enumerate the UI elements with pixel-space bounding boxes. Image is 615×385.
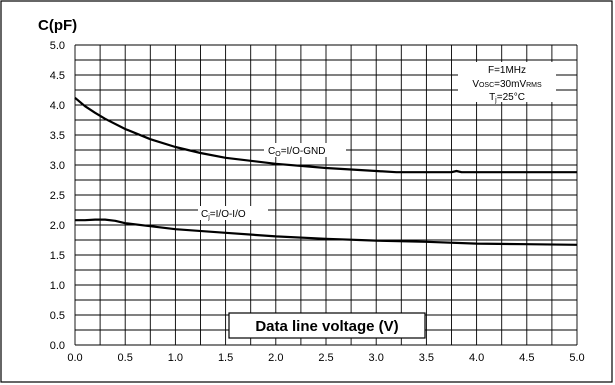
y-tick-label: 4.0 — [50, 100, 65, 112]
y-tick-label: 3.0 — [50, 160, 65, 172]
x-tick-label: 4.5 — [519, 352, 534, 364]
frequency-condition: F=1MHz — [488, 65, 526, 76]
x-tick-label: 0.5 — [118, 352, 133, 364]
x-tick-label: 1.5 — [218, 352, 233, 364]
series-line-co — [74, 96, 577, 174]
x-tick-label: 3.5 — [419, 352, 434, 364]
series-line-cj — [75, 218, 578, 246]
y-tick-label: 2.5 — [50, 190, 65, 202]
x-tick-label: 4.0 — [469, 352, 484, 364]
series-label-co: CO=I/O-GND — [264, 143, 346, 158]
y-tick-labels: 0.0 0.5 1.0 1.5 2.0 2.5 3.0 3.5 4.0 4.5 5.0 — [50, 40, 65, 352]
y-tick-label: 1.5 — [50, 250, 65, 262]
x-axis-label: Data line voltage (V) — [255, 318, 398, 335]
y-tick-label: 0.0 — [50, 340, 65, 352]
y-tick-label: 1.0 — [50, 280, 65, 292]
x-axis-label-box: Data line voltage (V) — [228, 312, 426, 339]
y-tick-label: 2.0 — [50, 220, 65, 232]
y-axis-label: C(pF) — [38, 17, 77, 34]
oscillator-voltage-condition: VOSC=30mVRMS — [472, 79, 542, 90]
x-tick-label: 3.0 — [369, 352, 384, 364]
y-tick-label: 5.0 — [50, 40, 65, 52]
x-tick-label: 2.5 — [318, 352, 333, 364]
conditions-annotation: F=1MHz VOSC=30mVRMS Tj=25°C — [458, 62, 556, 104]
y-tick-label: 0.5 — [50, 310, 65, 322]
y-tick-label: 3.5 — [50, 130, 65, 142]
x-axis-label-frame — [228, 312, 426, 339]
series-label-co-background — [264, 143, 346, 157]
series-label-co-text: CO=I/O-GND — [268, 146, 325, 158]
x-tick-labels: 0.0 0.5 1.0 1.5 2.0 2.5 3.0 3.5 4.0 4.5 5.0 — [67, 352, 584, 364]
data-series — [74, 96, 578, 246]
x-tick-label: 5.0 — [569, 352, 584, 364]
y-tick-label: 4.5 — [50, 70, 65, 82]
series-label-cj-text: Cj=I/O-I/O — [201, 209, 246, 221]
conditions-background — [458, 62, 556, 102]
series-label-cj-background — [198, 206, 268, 220]
x-tick-label: 1.0 — [168, 352, 183, 364]
junction-temperature-condition: Tj=25°C — [489, 92, 525, 104]
series-label-cj: Cj=I/O-I/O — [198, 206, 268, 221]
x-tick-label: 2.0 — [268, 352, 283, 364]
x-tick-label: 0.0 — [67, 352, 82, 364]
